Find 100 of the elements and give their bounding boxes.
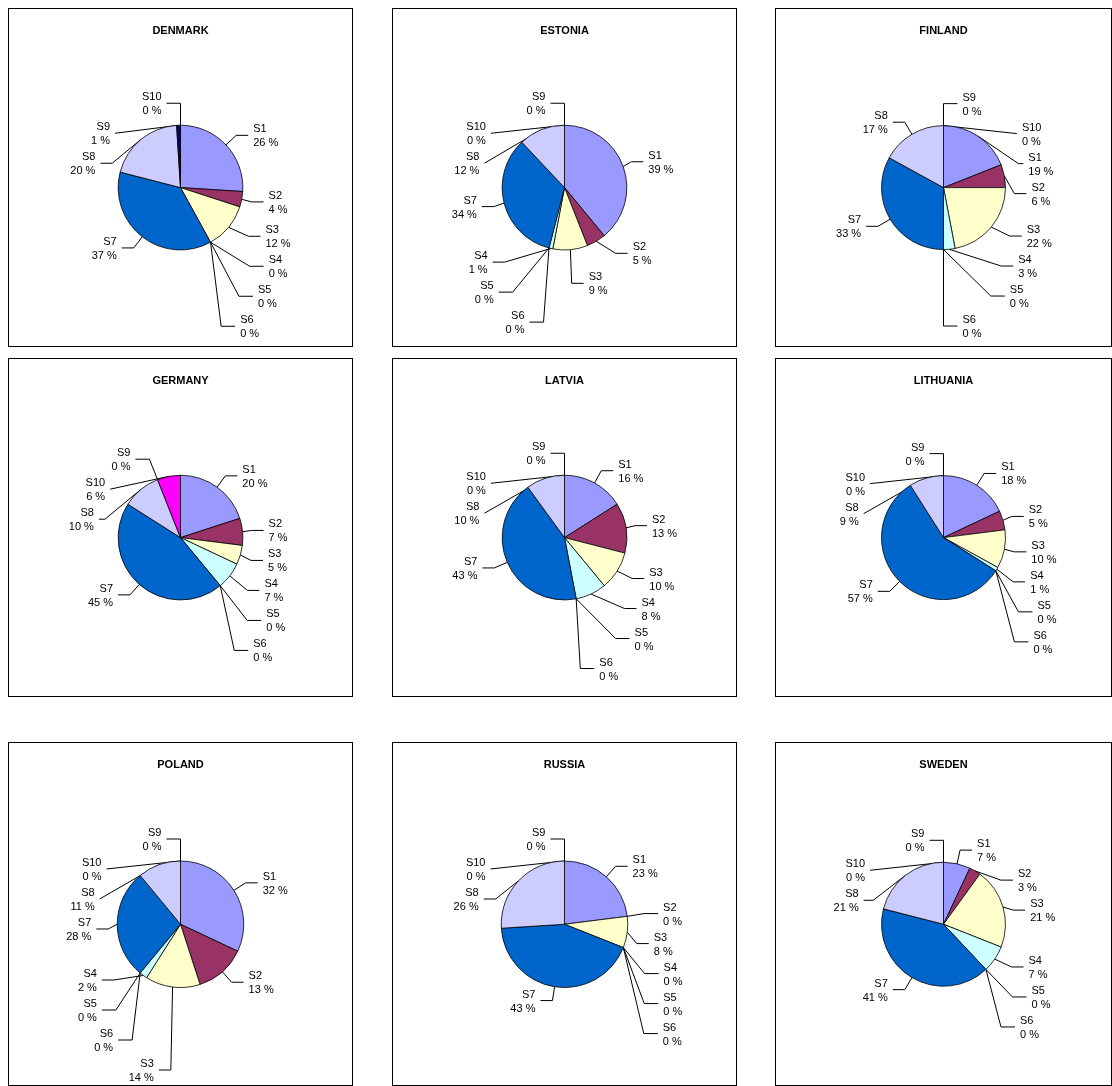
slice-label: S3 — [653, 930, 668, 943]
data-label: 33 % — [836, 227, 862, 240]
slice-label: S8 — [81, 150, 96, 163]
data-label: 28 % — [66, 929, 92, 942]
category-label: S9 — [962, 90, 976, 103]
data-label: 57 % — [847, 592, 873, 605]
data-label: 32 % — [262, 883, 289, 896]
category-label: S9 — [148, 825, 162, 838]
data-label: 10 % — [1031, 552, 1057, 565]
slice-label: S7 — [463, 554, 478, 567]
chart-title: LITHUANIA — [913, 373, 974, 386]
category-label: S6 — [253, 637, 267, 650]
category-label: S5 — [1009, 283, 1024, 296]
slice-label: S2 — [268, 517, 283, 530]
category-label: S10 — [1021, 120, 1042, 133]
category-label: S10 — [141, 90, 162, 103]
slice-label: S2 — [248, 969, 263, 982]
data-label: 14 % — [128, 1071, 155, 1083]
slice-label: S7 — [521, 987, 536, 1000]
category-label: S9 — [116, 446, 131, 459]
data-label: 4 % — [268, 202, 288, 215]
text: 0 % — [1037, 612, 1057, 625]
category-label: S6 — [962, 313, 976, 326]
chart-title: ESTONIA — [540, 23, 589, 36]
text: 0 % — [662, 1034, 682, 1047]
slice-label: S3 — [588, 270, 603, 283]
category-label: S9 — [532, 90, 546, 103]
slice-label: S8 — [465, 150, 480, 163]
category-label: S5 — [634, 625, 649, 638]
slice-label: S1 — [253, 122, 267, 135]
data-label: 3 % — [1017, 881, 1038, 894]
text: 0 % — [94, 1041, 114, 1053]
text: 0 % — [962, 104, 982, 117]
slice-label: S4 — [264, 577, 278, 590]
text: 0 % — [846, 484, 866, 497]
category-label: S6 — [662, 1020, 677, 1033]
chart-title: POLAND — [157, 757, 204, 770]
text: 0 % — [663, 1004, 683, 1017]
text: 0 % — [268, 267, 288, 280]
category-label: S6 — [599, 655, 613, 668]
category-label: S10 — [845, 857, 866, 870]
text: 0 % — [82, 869, 102, 882]
category-label: S5 — [1031, 983, 1045, 996]
category-label: S10 — [465, 855, 486, 868]
data-label: 10 % — [649, 579, 675, 592]
legend-label: S4 — [268, 253, 283, 266]
category-label: S6 — [240, 313, 254, 326]
slice-label: S1 — [648, 148, 662, 161]
text: 0 % — [905, 841, 925, 854]
data-label: 21 % — [833, 901, 859, 914]
data-label: 2 % — [77, 981, 98, 993]
data-label: 6 % — [86, 490, 106, 503]
data-label: 18 % — [1001, 474, 1027, 487]
slice-label: S10 — [85, 476, 106, 489]
category-label: S10 — [466, 470, 486, 483]
slice-label: S1 — [632, 853, 647, 866]
slice-label: S1 — [242, 462, 256, 475]
slice-label: S4 — [1028, 953, 1042, 966]
slice-label: S2 — [1028, 503, 1043, 516]
category-label: S9 — [532, 825, 546, 838]
data-label: 1 % — [1030, 582, 1050, 595]
category-label: S5 — [480, 279, 494, 292]
data-label: 8 % — [653, 944, 673, 957]
slice-label: S2 — [651, 512, 666, 525]
category-label: S6 — [99, 1027, 114, 1039]
text: 0 % — [599, 669, 619, 682]
chart-title: LATVIA — [545, 373, 585, 386]
slice-label: S1 — [1028, 150, 1042, 163]
category-label: S6 — [511, 309, 525, 322]
text: 0 % — [142, 104, 162, 117]
slice-label: S2 — [632, 240, 647, 253]
data-label: 26 % — [453, 899, 479, 912]
slice-label: S3 — [649, 565, 663, 578]
data-label: 21 % — [1030, 911, 1056, 924]
slice-label: S7 — [874, 976, 888, 989]
text: 0 % — [1021, 134, 1041, 147]
slice-label: S1 — [1001, 460, 1015, 473]
slice-label: S7 — [859, 578, 873, 591]
text: 0 % — [526, 104, 546, 117]
slice-label: S7 — [847, 213, 862, 226]
text: 0 % — [257, 297, 277, 310]
slice-label: S3 — [1030, 897, 1044, 910]
data-label: 12 % — [265, 237, 291, 250]
slice-label: S3 — [268, 547, 282, 560]
slice-label: S8 — [874, 109, 888, 122]
data-label: 39 % — [648, 162, 674, 175]
text: 0 % — [474, 293, 494, 306]
category-label: S10 — [845, 470, 866, 483]
slice-label: S2 — [1031, 180, 1045, 193]
text: 0 % — [77, 1011, 97, 1023]
chart-title: DENMARK — [152, 23, 209, 36]
data-label: 10 % — [68, 520, 95, 533]
category-label: S5 — [83, 997, 97, 1009]
category-label: S2 — [663, 900, 677, 913]
category-label: S10 — [81, 855, 102, 868]
chart-title: GERMANY — [152, 373, 210, 386]
slice-label: S4 — [83, 967, 97, 979]
text: 0 % — [466, 134, 486, 147]
data-label: 9 % — [588, 284, 608, 297]
slice-label: S4 — [1018, 253, 1032, 266]
